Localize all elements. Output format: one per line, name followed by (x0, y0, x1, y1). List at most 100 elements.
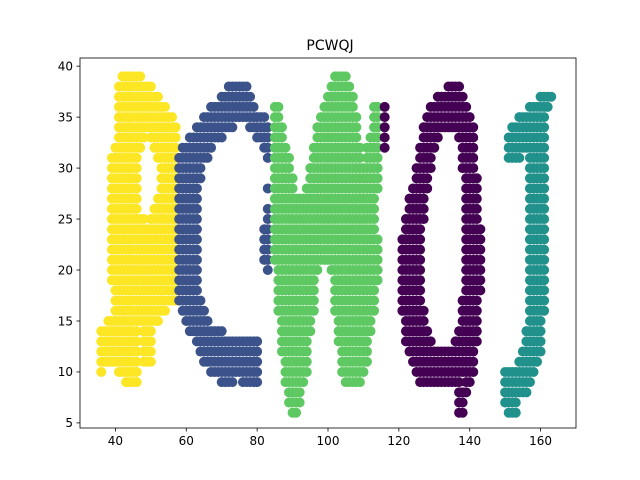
data-point (521, 387, 532, 398)
data-point (344, 81, 355, 92)
data-point (535, 346, 546, 357)
data-point (539, 193, 550, 204)
data-point (287, 183, 298, 194)
data-point (262, 265, 273, 276)
data-point (195, 173, 206, 184)
data-point (372, 152, 383, 163)
data-point (227, 377, 238, 388)
data-point (539, 112, 550, 123)
data-point (471, 326, 482, 337)
data-point (475, 234, 486, 245)
data-point (372, 254, 383, 265)
data-point (471, 214, 482, 225)
data-point (191, 214, 202, 225)
data-point (131, 203, 142, 214)
data-point (422, 173, 433, 184)
data-point (539, 305, 550, 316)
data-point (347, 101, 358, 112)
data-point (542, 101, 553, 112)
data-point (510, 407, 521, 418)
x-tick-label: 40 (108, 434, 123, 448)
data-point (262, 224, 273, 235)
data-point (216, 132, 227, 143)
data-point (415, 275, 426, 286)
data-point (539, 173, 550, 184)
data-point (131, 163, 142, 174)
data-point (418, 203, 429, 214)
data-point (262, 214, 273, 225)
data-point (464, 112, 475, 123)
data-point (475, 254, 486, 265)
data-point (259, 112, 270, 123)
data-point (422, 326, 433, 337)
data-point (372, 163, 383, 174)
data-point (379, 132, 390, 143)
data-point (539, 254, 550, 265)
data-point (418, 305, 429, 316)
data-point (418, 193, 429, 204)
data-point (539, 275, 550, 286)
data-point (532, 356, 543, 367)
data-point (170, 142, 181, 153)
data-point (468, 142, 479, 153)
data-point (468, 163, 479, 174)
data-point (471, 183, 482, 194)
data-point (539, 142, 550, 153)
data-point (131, 193, 142, 204)
data-point (191, 275, 202, 286)
data-point (312, 265, 323, 276)
y-tick-label: 35 (58, 110, 73, 124)
data-point (308, 295, 319, 306)
series-3 (379, 81, 486, 418)
data-point (471, 315, 482, 326)
data-point (468, 356, 479, 367)
data-point (191, 203, 202, 214)
data-point (539, 285, 550, 296)
data-point (454, 377, 465, 388)
data-point (369, 203, 380, 214)
data-point (135, 71, 146, 82)
data-point (369, 214, 380, 225)
data-point (468, 346, 479, 357)
data-point (131, 377, 142, 388)
data-point (262, 122, 273, 133)
data-point (248, 101, 259, 112)
y-tick-label: 15 (58, 314, 73, 328)
x-axis: 40 60 80 100 120 140 160 (108, 428, 552, 448)
x-tick-label: 60 (179, 434, 194, 448)
data-point (195, 163, 206, 174)
data-point (262, 244, 273, 255)
data-point (284, 163, 295, 174)
data-point (351, 122, 362, 133)
data-point (351, 112, 362, 123)
data-point (145, 336, 156, 347)
x-tick-label: 80 (250, 434, 265, 448)
data-point (425, 152, 436, 163)
data-point (539, 265, 550, 276)
data-point (202, 152, 213, 163)
data-point (131, 366, 142, 377)
data-point (432, 132, 443, 143)
data-point (131, 326, 142, 337)
data-point (372, 132, 383, 143)
data-point (475, 275, 486, 286)
data-point (96, 366, 107, 377)
data-point (273, 112, 284, 123)
data-point (284, 152, 295, 163)
data-point (301, 336, 312, 347)
data-point (422, 183, 433, 194)
chart-title: PCWQJ (306, 38, 353, 54)
data-point (291, 407, 302, 418)
data-point (276, 132, 287, 143)
data-point (369, 224, 380, 235)
data-point (354, 377, 365, 388)
data-point (206, 142, 217, 153)
data-point (475, 224, 486, 235)
data-point (262, 142, 273, 153)
data-point (471, 193, 482, 204)
data-point (241, 81, 252, 92)
data-point (539, 295, 550, 306)
data-point (415, 234, 426, 245)
data-point (262, 234, 273, 245)
data-point (145, 81, 156, 92)
